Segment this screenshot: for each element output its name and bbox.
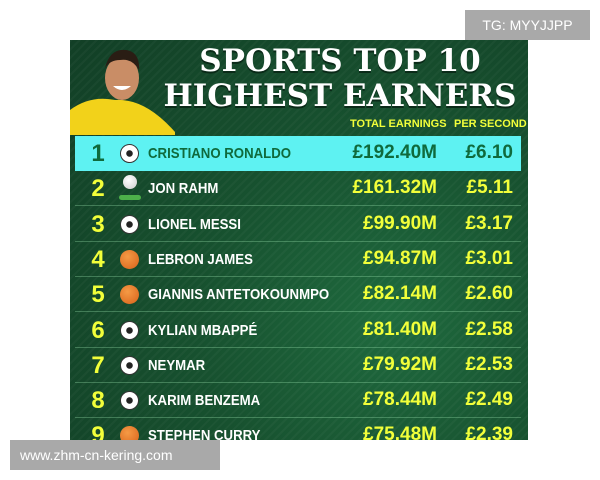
- per-second: £5.11: [466, 177, 514, 199]
- rank: 1: [91, 140, 105, 167]
- table-row: 9 STEPHEN CURRY £75.48M £2.39: [75, 418, 521, 440]
- watermark-top: TG: MYYJJPP: [465, 10, 590, 40]
- total-earnings: £81.40M: [363, 318, 437, 340]
- total-earnings: £94.87M: [363, 247, 437, 269]
- watermark-bottom: www.zhm-cn-kering.com: [10, 440, 220, 470]
- golf-ball-icon: [123, 175, 137, 190]
- per-second: £2.39: [465, 424, 513, 440]
- total-earnings: £79.92M: [363, 353, 437, 375]
- table-row: 3 LIONEL MESSI £99.90M £3.17: [75, 207, 521, 242]
- total-earnings: £161.32M: [352, 177, 437, 199]
- column-header-total: TOTAL EARNINGS: [350, 118, 447, 130]
- basketball-icon: [120, 249, 139, 269]
- soccer-ball-icon: [120, 355, 139, 375]
- table-row: 4 LEBRON JAMES £94.87M £3.01: [75, 242, 521, 277]
- background-pattern: [70, 40, 528, 440]
- athlete-name: LEBRON JAMES: [148, 250, 253, 268]
- athlete-name: STEPHEN CURRY: [148, 427, 261, 440]
- table-row: 8 KARIM BENZEMA £78.44M £2.49: [75, 383, 521, 419]
- per-second: £3.17: [465, 212, 513, 234]
- per-second: £2.53: [465, 353, 513, 375]
- table-row: 1 CRISTIANO RONALDO £192.40M £6.10: [75, 136, 521, 171]
- soccer-ball-icon: [120, 144, 139, 163]
- rank: 7: [91, 351, 105, 379]
- total-earnings: £78.44M: [363, 389, 437, 411]
- athlete-name: KYLIAN MBAPPÉ: [148, 321, 258, 339]
- total-earnings: £192.40M: [352, 142, 437, 163]
- athlete-name: JON RAHM: [148, 180, 219, 198]
- rank: 3: [91, 210, 105, 238]
- basketball-icon: [120, 285, 139, 305]
- soccer-ball-icon: [120, 320, 139, 340]
- player-photo: [70, 49, 175, 135]
- per-second: £2.58: [465, 318, 513, 340]
- column-header-per-second: PER SECOND: [454, 118, 527, 130]
- rank: 4: [91, 245, 105, 273]
- basketball-icon: [120, 426, 139, 440]
- athlete-name: NEYMAR: [148, 356, 206, 374]
- soccer-ball-icon: [120, 391, 139, 411]
- rank: 2: [91, 175, 105, 203]
- golf-tee-icon: [119, 195, 141, 201]
- soccer-ball-icon: [120, 214, 139, 234]
- table-row: 2 JON RAHM £161.32M £5.11: [75, 171, 521, 207]
- athlete-name: CRISTIANO RONALDO: [148, 145, 291, 162]
- per-second: £2.60: [465, 283, 513, 305]
- total-earnings: £82.14M: [363, 283, 437, 305]
- table-row: 5 GIANNIS ANTETOKOUNMPO £82.14M £2.60: [75, 277, 521, 313]
- per-second: £3.01: [465, 247, 513, 269]
- table-row: 7 NEYMAR £79.92M £2.53: [75, 348, 521, 383]
- per-second: £2.49: [465, 389, 513, 411]
- rank: 5: [91, 281, 105, 309]
- title-line-1: SPORTS TOP 10: [199, 43, 481, 79]
- rank: 6: [91, 316, 105, 344]
- athlete-name: KARIM BENZEMA: [148, 392, 261, 410]
- total-earnings: £99.90M: [363, 212, 437, 234]
- infographic: SPORTS TOP 10 HIGHEST EARNERS TOTAL EARN…: [70, 40, 528, 440]
- rank: 9: [91, 422, 105, 440]
- title-line-2: HIGHEST EARNERS: [163, 78, 517, 114]
- rank: 8: [91, 387, 105, 415]
- athlete-name: GIANNIS ANTETOKOUNMPO: [148, 286, 330, 304]
- total-earnings: £75.48M: [363, 424, 437, 440]
- table-row: 6 KYLIAN MBAPPÉ £81.40M £2.58: [75, 313, 521, 348]
- per-second: £6.10: [465, 142, 513, 163]
- athlete-name: LIONEL MESSI: [148, 215, 241, 233]
